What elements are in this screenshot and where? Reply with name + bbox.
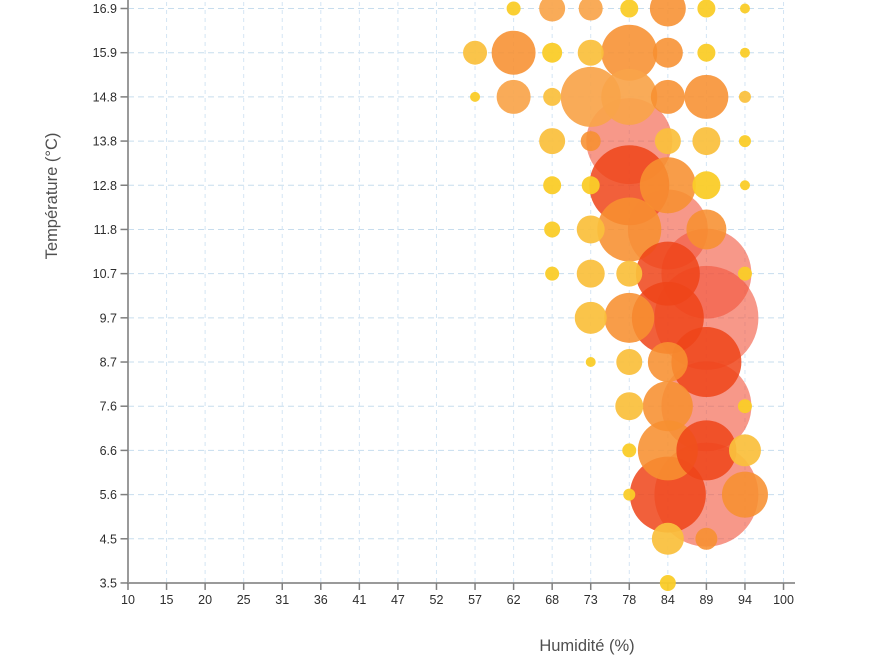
x-tick-label-68: 68 [545, 593, 559, 607]
bubble-h84-t13.8[interactable] [654, 128, 681, 155]
bubble-h94-t6.6[interactable] [728, 434, 761, 467]
y-tick-label-7.6: 7.6 [100, 400, 117, 414]
x-tick-label-94: 94 [738, 593, 752, 607]
axes [120, 0, 795, 590]
bubble-h73-t9.7[interactable] [574, 301, 607, 334]
bubble-h78-t11.8[interactable] [597, 197, 662, 262]
y-tick-label-8.7: 8.7 [100, 356, 117, 370]
bubble-h84-t10.7[interactable] [635, 241, 700, 306]
y-tick-label-12.8: 12.8 [93, 179, 117, 193]
x-tick-label-36: 36 [314, 593, 328, 607]
bubble-h94-t15.9[interactable] [739, 47, 750, 58]
bubble-h73-t13.8[interactable] [580, 131, 601, 152]
x-tick-label-47: 47 [391, 593, 405, 607]
y-tick-label-9.7: 9.7 [100, 311, 117, 325]
bubble-h78-t8.7[interactable] [616, 349, 643, 376]
bubble-h94-t16.9[interactable] [739, 3, 750, 14]
bubble-h73-t15.9[interactable] [577, 39, 604, 66]
bubble-h89-t8.7[interactable] [671, 327, 742, 398]
bubble-h73-t8.7[interactable] [585, 357, 596, 368]
y-tick-label-5.6: 5.6 [100, 488, 117, 502]
y-tick-label-6.6: 6.6 [100, 444, 117, 458]
bubble-h89-t16.9[interactable] [697, 0, 716, 18]
bubble-h78-t6.6[interactable] [622, 443, 637, 458]
x-tick-label-78: 78 [622, 593, 636, 607]
bubble-h68-t13.8[interactable] [539, 128, 566, 155]
bubble-h84-t5.6[interactable] [629, 456, 706, 533]
tick-labels: 10 15 20 25 31 36 41 47 52 57 62 68 73 78 84 89 94 100 3.5… [93, 2, 794, 607]
bubble-h84-t16.9[interactable] [649, 0, 686, 27]
y-axis-title: Température (°C) [43, 133, 61, 260]
bubble-h84-t15.9[interactable] [652, 37, 683, 68]
bubble-h68-t11.8[interactable] [544, 221, 561, 238]
bubble-h68-t16.9[interactable] [539, 0, 566, 22]
bubble-h73-t12.8[interactable] [581, 176, 600, 195]
bubble-h68-t14.8[interactable] [543, 87, 562, 106]
x-tick-label-57: 57 [468, 593, 482, 607]
bubble-h94-t13.8[interactable] [738, 135, 751, 148]
bubble-h73-t10.7[interactable] [576, 259, 605, 288]
bubble-h94-t7.6[interactable] [737, 399, 752, 414]
bubble-h94-t10.7[interactable] [737, 266, 752, 281]
bubble-h89-t11.8[interactable] [686, 209, 727, 250]
x-tick-label-84: 84 [661, 593, 675, 607]
x-tick-label-73: 73 [584, 593, 598, 607]
bubble-h89-t12.8[interactable] [692, 171, 721, 200]
bubble-h62-t14.8[interactable] [496, 79, 531, 114]
bubble-h73-t11.8[interactable] [576, 215, 605, 244]
bubble-h84-t4.5[interactable] [651, 522, 684, 555]
bubble-h78-t14.8[interactable] [601, 68, 658, 125]
bubble-h84-t12.8[interactable] [639, 157, 696, 214]
bubble-h78-t15.9[interactable] [601, 24, 658, 81]
x-tick-label-41: 41 [352, 593, 366, 607]
bubble-h94-t14.8[interactable] [738, 90, 751, 103]
bubble-h57-t14.8[interactable] [470, 91, 481, 102]
bubble-h78-t9.7[interactable] [604, 292, 655, 343]
bubble-h68-t10.7[interactable] [545, 266, 560, 281]
y-tick-label-15.9: 15.9 [93, 46, 117, 60]
y-tick-label-14.8: 14.8 [93, 90, 117, 104]
bubble-h89-t13.8[interactable] [692, 127, 721, 156]
bubble-h62-t15.9[interactable] [491, 30, 536, 75]
bubbles [463, 0, 768, 591]
bubble-h73-t16.9[interactable] [578, 0, 603, 21]
bubble-h78-t16.9[interactable] [620, 0, 639, 18]
bubble-h78-t7.6[interactable] [615, 392, 644, 421]
bubble-h94-t5.6[interactable] [721, 471, 768, 518]
bubble-h89-t15.9[interactable] [697, 43, 716, 62]
y-tick-label-13.8: 13.8 [93, 135, 117, 149]
x-tick-label-15: 15 [160, 593, 174, 607]
y-tick-label-11.8: 11.8 [94, 223, 117, 237]
x-tick-label-31: 31 [275, 593, 289, 607]
bubble-h68-t15.9[interactable] [542, 42, 563, 63]
bubble-h94-t12.8[interactable] [739, 180, 750, 191]
bubble-h68-t12.8[interactable] [543, 176, 562, 195]
x-axis-title: Humidité (%) [539, 637, 634, 655]
y-tick-label-10.7: 10.7 [93, 267, 117, 281]
y-tick-label-3.5: 3.5 [100, 576, 117, 590]
bubble-h62-t16.9[interactable] [506, 1, 521, 16]
bubble-h84-t3.5[interactable] [659, 574, 676, 591]
y-tick-label-4.5: 4.5 [100, 532, 117, 546]
bubble-h84-t7.6[interactable] [642, 381, 693, 432]
x-tick-label-20: 20 [198, 593, 212, 607]
x-tick-label-62: 62 [507, 593, 521, 607]
bubble-h57-t15.9[interactable] [463, 40, 488, 65]
bubble-h89-t4.5[interactable] [695, 527, 718, 550]
x-tick-label-100: 100 [773, 593, 794, 607]
y-tick-label-16.9: 16.9 [93, 2, 117, 16]
bubble-h78-t5.6[interactable] [623, 488, 636, 501]
x-tick-label-52: 52 [430, 593, 444, 607]
bubble-h84-t14.8[interactable] [650, 79, 685, 114]
bubble-h84-t8.7[interactable] [647, 342, 688, 383]
x-tick-label-10: 10 [121, 593, 135, 607]
bubble-h78-t10.7[interactable] [616, 260, 643, 287]
x-tick-label-89: 89 [699, 593, 713, 607]
bubble-h89-t6.6[interactable] [676, 420, 737, 481]
bubble-h89-t14.8[interactable] [684, 74, 729, 119]
x-tick-label-25: 25 [237, 593, 251, 607]
